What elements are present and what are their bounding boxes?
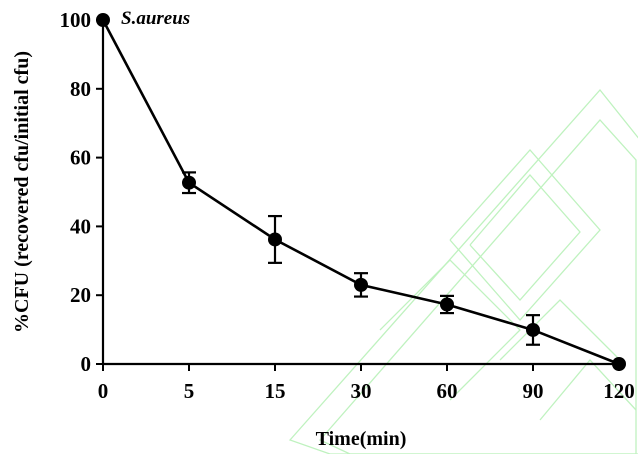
y-axis-ticks: 0 20 40 60 80 100 — [60, 8, 103, 376]
axes — [101, 18, 619, 366]
data-point — [612, 357, 626, 371]
x-tick-label: 90 — [523, 379, 544, 403]
y-tick-label: 60 — [70, 146, 91, 170]
y-axis-title: %CFU (recovered cfu/initial cfu) — [11, 51, 33, 333]
data-point — [354, 277, 368, 292]
data-point — [182, 175, 196, 190]
x-axis-ticks: 0 5 15 30 60 90 120 — [98, 364, 635, 403]
y-tick-label: 20 — [70, 283, 91, 307]
data-point — [440, 297, 454, 312]
data-point — [526, 322, 540, 337]
x-tick-label: 15 — [265, 379, 286, 403]
series-line — [101, 19, 620, 366]
y-tick-label: 0 — [81, 352, 92, 376]
series-annotation: S.aureus — [121, 8, 190, 29]
watermark-logo — [288, 88, 638, 454]
x-tick-label: 120 — [603, 379, 635, 403]
x-tick-label: 0 — [98, 379, 109, 403]
data-point — [268, 232, 282, 247]
y-tick-label: 80 — [70, 77, 91, 101]
data-point — [96, 13, 110, 27]
y-tick-label: 40 — [70, 214, 91, 238]
x-axis-title: Time(min) — [316, 428, 407, 450]
y-tick-label: 100 — [60, 8, 92, 32]
x-tick-label: 30 — [351, 379, 372, 403]
x-tick-label: 60 — [437, 379, 458, 403]
x-tick-label: 5 — [184, 379, 195, 403]
data-series — [96, 13, 626, 371]
